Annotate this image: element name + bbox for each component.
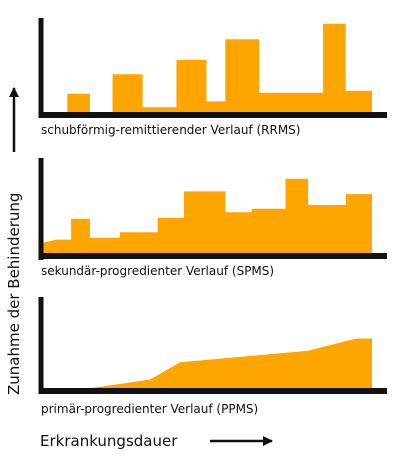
x-axis-label: Erkrankungsdauer bbox=[40, 432, 178, 450]
y-axis-label: Zunahme der Behinderung bbox=[5, 193, 23, 395]
spms-label: sekundär-progredienter Verlauf (SPMS) bbox=[41, 264, 274, 278]
ppms-area bbox=[41, 338, 372, 391]
spms-area bbox=[41, 178, 372, 256]
panel-spms: sekundär-progredienter Verlauf (SPMS) bbox=[38, 158, 387, 278]
x-axis-annotation: Erkrankungsdauer bbox=[40, 432, 273, 450]
y-axis-annotation: Zunahme der Behinderung bbox=[5, 87, 23, 395]
rrms-label: schubförmig-remittierender Verlauf (RRMS… bbox=[41, 123, 300, 137]
rrms-area bbox=[41, 23, 372, 115]
panel-rrms: schubförmig-remittierender Verlauf (RRMS… bbox=[38, 18, 387, 137]
panel-ppms: primär-progredienter Verlauf (PPMS) bbox=[38, 297, 387, 416]
ppms-label: primär-progredienter Verlauf (PPMS) bbox=[41, 402, 258, 416]
